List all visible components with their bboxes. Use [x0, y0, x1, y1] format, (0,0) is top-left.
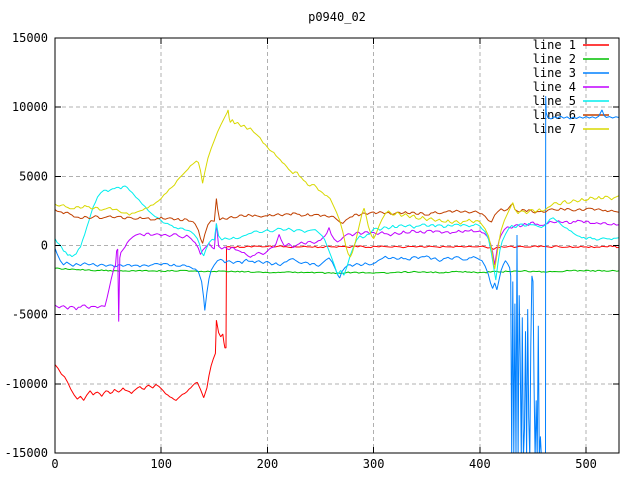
series-layer	[55, 96, 619, 453]
series-line-5	[55, 185, 619, 281]
y-tick-label: -5000	[12, 308, 48, 322]
legend-label: line 6	[533, 108, 576, 122]
series-line-4	[55, 219, 619, 322]
y-tick-label: -15000	[5, 446, 48, 460]
legend-label: line 1	[533, 38, 576, 52]
legend-label: line 2	[533, 52, 576, 66]
x-tick-label: 0	[51, 457, 58, 471]
series-line-1	[55, 245, 619, 401]
legend-label: line 4	[533, 80, 576, 94]
series-line-3	[55, 96, 619, 453]
y-tick-label: 0	[41, 239, 48, 253]
axis-layer: 0 100 200 300 400 500 -15000 -10000 -5000 0 5000 10…	[5, 31, 620, 471]
y-tick-label: 5000	[19, 169, 48, 183]
x-tick-label: 500	[575, 457, 597, 471]
legend-label: line 5	[533, 94, 576, 108]
legend-label: line 3	[533, 66, 576, 80]
chart-title: p0940_02	[308, 10, 366, 24]
x-tick-label: 400	[469, 457, 491, 471]
y-tick-label: 10000	[12, 100, 48, 114]
series-line-7	[55, 109, 619, 270]
x-tick-label: 300	[363, 457, 385, 471]
x-tick-label: 100	[150, 457, 172, 471]
grid-layer	[55, 38, 619, 453]
y-tick-label: 15000	[12, 31, 48, 45]
legend-label: line 7	[533, 122, 576, 136]
x-tick-label: 200	[257, 457, 279, 471]
y-tick-label: -10000	[5, 377, 48, 391]
series-line-6	[55, 198, 619, 244]
series-line-2	[55, 267, 619, 274]
